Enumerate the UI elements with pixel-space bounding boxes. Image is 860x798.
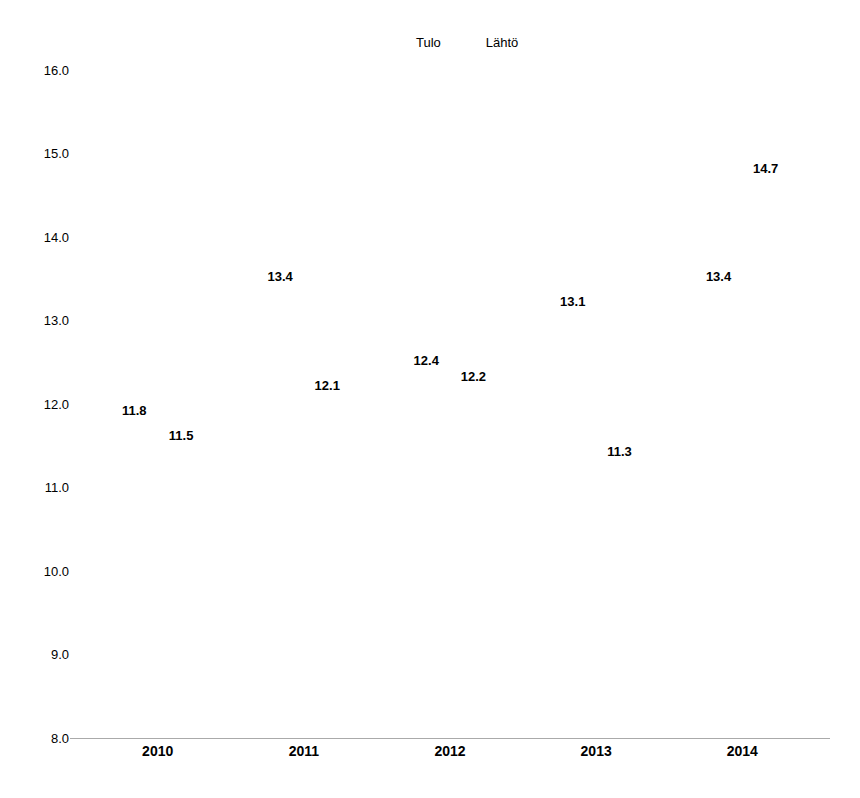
svg-text:2014: 2014 bbox=[727, 743, 758, 759]
svg-text:12.0: 12.0 bbox=[44, 397, 69, 412]
svg-text:11.0: 11.0 bbox=[45, 480, 69, 495]
svg-text:2011: 2011 bbox=[289, 743, 320, 759]
svg-text:2010: 2010 bbox=[142, 743, 173, 759]
svg-text:14.7: 14.7 bbox=[753, 161, 778, 176]
svg-text:13.4: 13.4 bbox=[706, 269, 732, 284]
svg-text:14.0: 14.0 bbox=[44, 230, 69, 245]
svg-text:13.4: 13.4 bbox=[267, 269, 293, 284]
svg-text:13.1: 13.1 bbox=[560, 294, 585, 309]
svg-text:15.0: 15.0 bbox=[44, 146, 69, 161]
svg-text:11.5: 11.5 bbox=[169, 428, 194, 443]
svg-text:16.0: 16.0 bbox=[44, 63, 69, 78]
svg-text:9.0: 9.0 bbox=[51, 647, 69, 662]
svg-text:2013: 2013 bbox=[581, 743, 612, 759]
svg-text:10.0: 10.0 bbox=[44, 564, 69, 579]
svg-text:11.8: 11.8 bbox=[122, 403, 147, 418]
svg-text:12.4: 12.4 bbox=[414, 353, 440, 368]
svg-text:2012: 2012 bbox=[434, 743, 465, 759]
svg-text:Tulo: Tulo bbox=[416, 35, 441, 50]
svg-text:13.0: 13.0 bbox=[44, 313, 69, 328]
svg-text:8.0: 8.0 bbox=[51, 731, 69, 746]
svg-text:12.1: 12.1 bbox=[315, 378, 340, 393]
svg-text:Lähtö: Lähtö bbox=[486, 35, 519, 50]
svg-text:12.2: 12.2 bbox=[461, 369, 486, 384]
svg-text:11.3: 11.3 bbox=[607, 444, 632, 459]
